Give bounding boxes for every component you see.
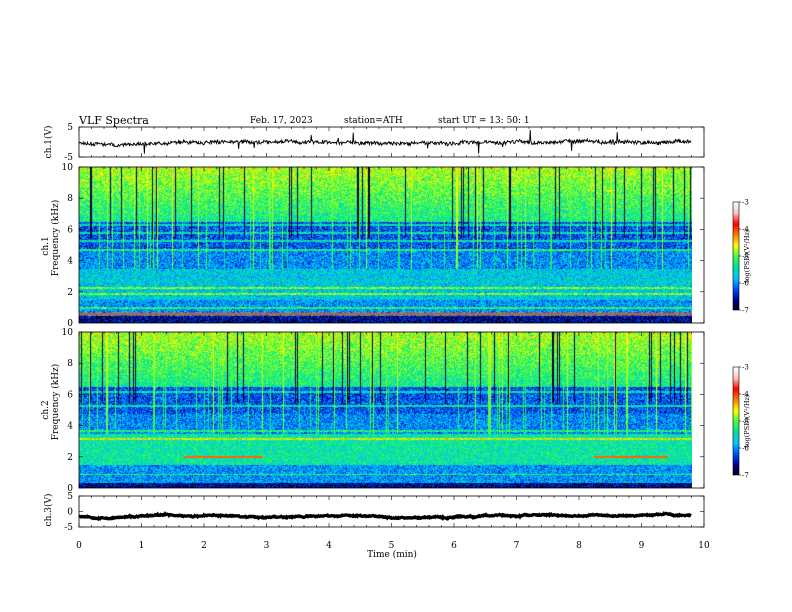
ch2-spectrogram-ytick-label: 4 [67,422,73,432]
ch3-waveform-trace [78,511,692,522]
date-label: Feb. 17, 2023 [250,116,313,126]
ch2-frequency-ylabel: Frequency (kHz) [50,364,61,441]
ch1-waveform-trace [78,129,692,154]
time-tick-label: 8 [576,541,582,551]
ch1-spectrogram-colorbar-gradient [733,202,739,310]
ch2-spectrogram-colorbar-tick-label: -6 [742,445,749,453]
ch2-spectrogram-colorbar-gradient [733,367,739,475]
ch1-spectrogram-ytick-label: 4 [67,257,73,267]
time-tick-label: 5 [389,541,395,551]
ch2-spectrogram-ytick-label: 6 [67,390,73,400]
time-tick-label: 9 [639,541,645,551]
ch2-spectrogram-colorbar-tick-label: -7 [742,472,749,480]
ch2-colorbar: -3 -4 -5 -6 -7 [732,364,749,480]
ch1-spectrogram-colorbar-tick-label: -3 [742,199,749,207]
ch1-channel-label: ch.1 [41,236,51,255]
ch2-spectrogram-ytick-label: 2 [67,453,73,463]
time-tick-label: 0 [76,541,82,551]
ch1-waveform-ytick-label: -5 [64,153,73,163]
ch3-waveform-ytick-label: 0 [67,508,73,518]
ch2-spectrogram-ytick-label: 10 [62,328,74,338]
ch1-frequency-ylabel: Frequency (kHz) [50,200,61,277]
ch2-spectrogram-colorbar-tick-label: -4 [742,391,749,399]
time-tick-label: 2 [201,541,207,551]
time-tick-label: 10 [698,541,710,551]
time-axis: 0 1 2 3 4 5 6 7 8 9 10 [76,541,710,551]
x-axis-label: Time (min) [367,549,417,560]
ch1-colorbar-label: log(PSD)(V²/Hz) [743,229,751,282]
ch1-spectrogram-colorbar-tick-label: -7 [742,307,749,315]
start-time-label: start UT = 13: 50: 1 [438,116,530,126]
ch2-spectrogram-ytick-label: 8 [67,359,73,369]
ch2-spectrogram-ytick-label: 0 [67,484,73,494]
station-label: station=ATH [344,116,403,126]
time-tick-label: 4 [326,541,332,551]
ch2-channel-label: ch.2 [41,400,51,419]
ch3-waveform-panel: 5 0 -5 [64,492,705,533]
time-tick-label: 7 [514,541,520,551]
ch1-spectrogram-colorbar-tick-label: -5 [742,253,749,261]
time-tick-label: 1 [139,541,145,551]
ch3-waveform-ylabel: ch.3(V) [43,494,54,527]
ch2-spectrogram-panel: 0 2 4 6 8 10 [62,328,705,494]
time-tick-label: 6 [451,541,457,551]
ch1-spectrogram-ytick-label: 2 [67,288,73,298]
ch1-waveform-ylabel: ch.1(V) [43,126,54,159]
ch1-spectrogram-ytick-label: 8 [67,194,73,204]
ch1-waveform-panel: 5 -5 [64,123,705,163]
ch2-colorbar-label: log(PSD)(V²/Hz) [743,394,751,447]
ch1-spectrogram-colorbar-tick-label: -6 [742,280,749,288]
ch3-waveform-ytick-label: -5 [64,523,73,533]
ch1-waveform-ytick-label: 5 [67,123,73,133]
ch2-spectrogram-image [79,332,692,488]
ch2-spectrogram-colorbar-tick-label: -3 [742,364,749,372]
ch1-spectrogram-ytick-label: 10 [62,163,74,173]
figure-title: VLF Spectra [78,114,149,127]
ch3-waveform-ytick-label: 5 [67,492,73,502]
time-tick-label: 3 [264,541,270,551]
ch1-colorbar: -3 -4 -5 -6 -7 [732,199,749,315]
ch2-spectrogram-colorbar-tick-label: -5 [742,418,749,426]
ch1-spectrogram-ytick-label: 0 [67,319,73,329]
ch1-spectrogram-colorbar-tick-label: -4 [742,226,749,234]
ch1-spectrogram-ytick-label: 6 [67,225,73,235]
ch1-spectrogram-image [79,167,692,323]
ch3-waveform-frame [78,495,705,528]
ch1-spectrogram-panel: 0 2 4 6 8 10 [62,163,705,329]
